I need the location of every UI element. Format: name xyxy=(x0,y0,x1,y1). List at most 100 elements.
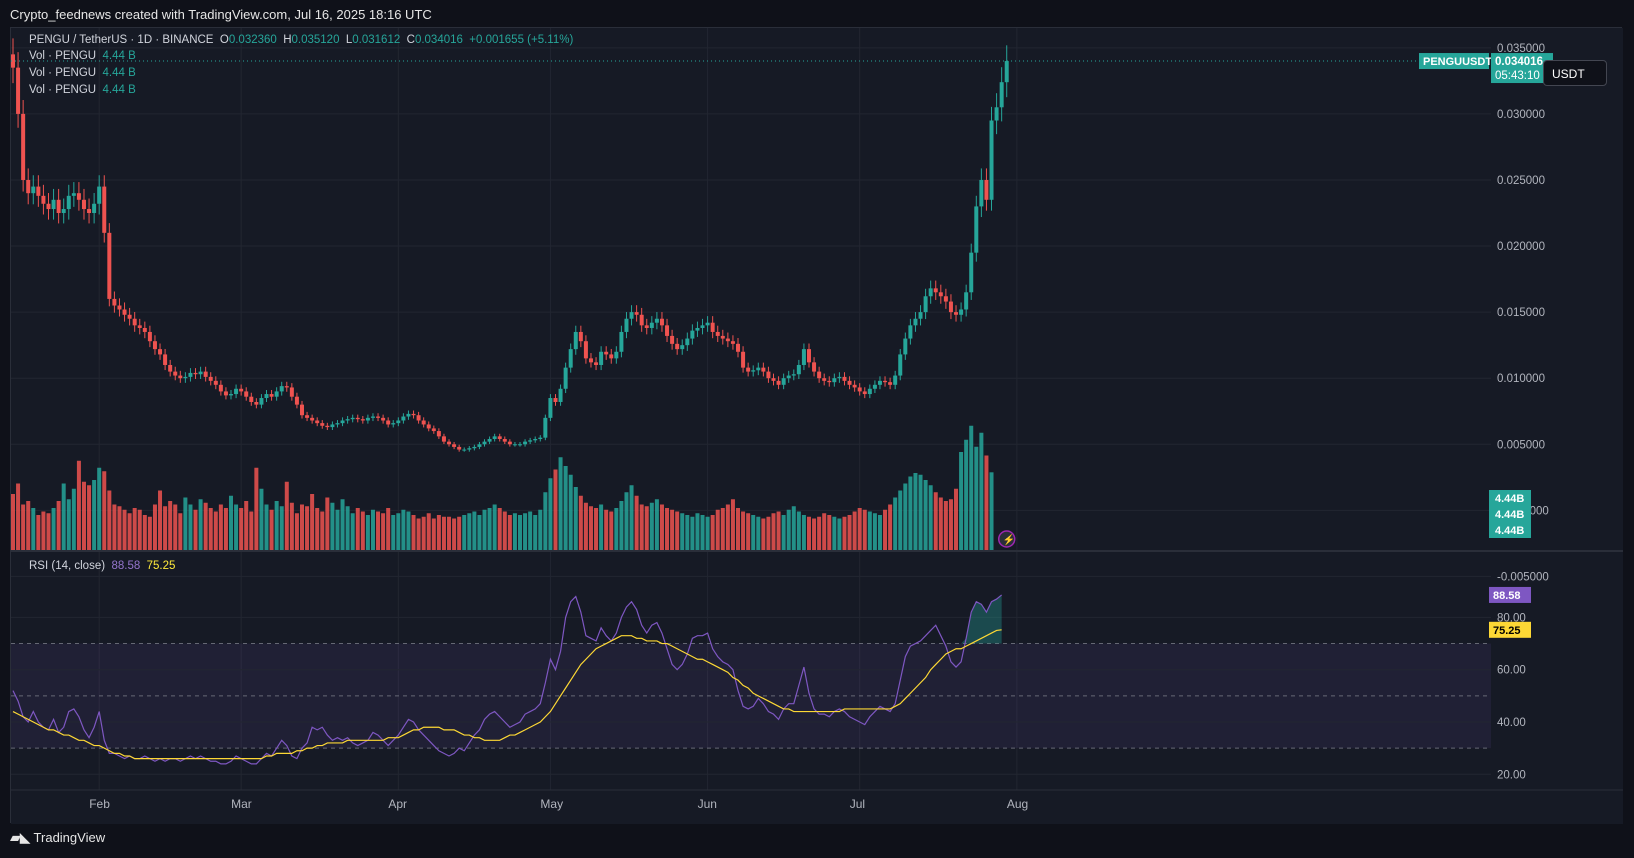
volume-bar xyxy=(523,513,528,550)
volume-legend-3[interactable]: Vol · PENGU 4.44 B xyxy=(29,84,136,96)
chart-canvas[interactable]: 0.035000 0.030000 0.025000 0.020000 0.015000… xyxy=(11,28,1623,824)
candle-body xyxy=(908,325,913,339)
volume-bar xyxy=(553,469,558,550)
volume-bar xyxy=(452,518,457,550)
candle-body xyxy=(928,288,933,297)
volume-bar xyxy=(573,487,578,550)
volume-bar xyxy=(776,511,781,550)
volume-bar xyxy=(680,513,685,550)
volume-bar xyxy=(264,504,269,550)
volume-bar xyxy=(178,513,183,550)
candle-body xyxy=(198,371,203,375)
volume-bar xyxy=(396,513,401,550)
volume-bar xyxy=(588,506,593,550)
candle-body xyxy=(11,54,15,68)
volume-bar xyxy=(705,516,710,550)
candle-body xyxy=(827,380,832,383)
candle-body xyxy=(158,349,163,355)
volume-bar xyxy=(862,509,867,550)
candle-body xyxy=(898,354,903,376)
candle-body xyxy=(269,394,274,397)
close-label: C xyxy=(406,34,415,46)
tradingview-logo-icon: ▰◣ xyxy=(10,829,31,845)
candle-body xyxy=(401,416,406,421)
rsi-tag-bg xyxy=(1489,586,1531,603)
candle-body xyxy=(310,417,315,421)
candle-body xyxy=(877,380,882,385)
rsi-axis-label: 40.00 xyxy=(1497,717,1526,729)
volume-bar xyxy=(842,516,847,550)
volume-bar xyxy=(137,509,142,550)
volume-bar xyxy=(325,497,330,550)
volume-bar xyxy=(203,502,208,550)
volume-bar xyxy=(568,474,573,550)
volume-bar xyxy=(147,516,152,550)
volume-bar xyxy=(928,485,933,550)
volume-bar xyxy=(41,511,46,550)
volume-bar xyxy=(188,504,193,550)
volume-bar xyxy=(700,515,705,550)
currency-button[interactable]: USDT xyxy=(1543,60,1607,86)
candle-body xyxy=(761,367,766,372)
price-tag-countdown: 05:43:10 xyxy=(1495,70,1540,82)
volume-bar xyxy=(87,485,92,550)
candle-body xyxy=(883,380,888,383)
candle-body xyxy=(244,391,249,397)
volume-bar xyxy=(812,518,817,550)
candle-body xyxy=(751,370,756,372)
rsi-legend[interactable]: RSI (14, close) 88.58 75.25 xyxy=(29,560,176,572)
volume-bar xyxy=(918,474,923,550)
volume-bar xyxy=(11,494,15,550)
candle-body xyxy=(41,195,46,204)
volume-bar xyxy=(441,516,446,550)
volume-bar xyxy=(376,511,381,550)
volume-bar xyxy=(639,504,644,550)
candle-body xyxy=(365,417,370,421)
candle-body xyxy=(411,413,416,416)
close-value: 0.034016 xyxy=(414,34,463,46)
candle-body xyxy=(634,312,639,315)
candle-body xyxy=(984,179,989,200)
volume-bar xyxy=(163,506,168,550)
candle-body xyxy=(710,322,715,332)
candle-body xyxy=(629,312,634,319)
candle-body xyxy=(558,388,563,402)
volume-bar xyxy=(112,504,117,550)
price-axis-label: 0.020000 xyxy=(1497,241,1545,253)
candle-body xyxy=(223,391,228,396)
candle-body xyxy=(76,193,81,200)
volume-bar xyxy=(31,508,36,550)
volume-legend-1[interactable]: Vol · PENGU 4.44 B xyxy=(29,50,136,62)
volume-bar xyxy=(386,508,391,550)
candle-body xyxy=(548,398,553,418)
footer-brand[interactable]: ▰◣ TradingView xyxy=(10,829,105,846)
volume-bar xyxy=(335,509,340,550)
volume-bar xyxy=(543,492,548,550)
symbol-title[interactable]: PENGU / TetherUS · 1D · BINANCE xyxy=(29,34,214,46)
volume-bar xyxy=(36,515,41,550)
chart-frame[interactable]: 0.035000 0.030000 0.025000 0.020000 0.015000… xyxy=(10,27,1623,824)
candle-body xyxy=(92,203,97,214)
volume-bar xyxy=(583,502,588,550)
candle-body xyxy=(959,309,964,315)
volume-legend-2[interactable]: Vol · PENGU 4.44 B xyxy=(29,67,136,79)
volume-bar xyxy=(649,502,654,550)
candle-body xyxy=(518,444,522,446)
replay-lightning-icon xyxy=(997,530,1016,548)
volume-bar xyxy=(695,513,700,550)
volume-bar xyxy=(223,508,228,550)
volume-bar xyxy=(431,518,436,550)
candle-body xyxy=(284,386,289,388)
volume-bar xyxy=(659,504,664,550)
volume-bar xyxy=(690,516,695,550)
candle-body xyxy=(122,309,127,315)
candle-body xyxy=(81,199,86,210)
candle-body xyxy=(700,325,705,328)
candle-body xyxy=(979,179,984,207)
candle-body xyxy=(467,448,472,450)
candle-body xyxy=(289,387,294,397)
volume-bar xyxy=(675,511,680,550)
candle-body xyxy=(71,193,76,196)
candle-body xyxy=(249,396,254,402)
volume-bar xyxy=(127,513,132,550)
